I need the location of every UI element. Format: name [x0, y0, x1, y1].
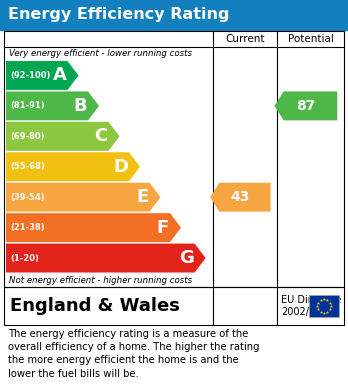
Bar [0, 0, 348, 30]
Polygon shape [6, 91, 99, 120]
Text: 43: 43 [231, 190, 250, 204]
Text: A: A [53, 66, 66, 84]
Text: Very energy efficient - lower running costs: Very energy efficient - lower running co… [9, 50, 192, 59]
Text: The energy efficiency rating is a measure of the
overall efficiency of a home. T: The energy efficiency rating is a measur… [8, 329, 260, 378]
Polygon shape [6, 152, 140, 181]
Text: Not energy efficient - higher running costs: Not energy efficient - higher running co… [9, 276, 192, 285]
Polygon shape [6, 183, 160, 212]
Text: (55-68): (55-68) [10, 162, 45, 171]
Text: E: E [136, 188, 149, 206]
Text: (21-38): (21-38) [10, 223, 45, 232]
Text: (92-100): (92-100) [10, 71, 50, 80]
Polygon shape [210, 183, 271, 212]
Polygon shape [6, 244, 206, 273]
Text: (39-54): (39-54) [10, 193, 45, 202]
Text: B: B [73, 97, 87, 115]
Text: England & Wales: England & Wales [10, 297, 180, 315]
Polygon shape [6, 122, 119, 151]
Text: Potential: Potential [287, 34, 333, 44]
Polygon shape [6, 61, 79, 90]
Bar [4, 31, 344, 287]
Text: (1-20): (1-20) [10, 253, 39, 262]
Text: C: C [94, 127, 108, 145]
Text: EU Directive
2002/91/EC: EU Directive 2002/91/EC [281, 295, 341, 317]
Bar [309, 295, 339, 317]
Polygon shape [6, 213, 181, 242]
Text: Current: Current [225, 34, 265, 44]
Text: D: D [113, 158, 128, 176]
Text: (81-91): (81-91) [10, 101, 45, 110]
Bar [4, 287, 344, 325]
Text: Energy Efficiency Rating: Energy Efficiency Rating [8, 7, 229, 23]
Text: (69-80): (69-80) [10, 132, 45, 141]
Text: F: F [157, 219, 169, 237]
Text: 87: 87 [296, 99, 316, 113]
Polygon shape [275, 91, 337, 120]
Text: G: G [179, 249, 193, 267]
